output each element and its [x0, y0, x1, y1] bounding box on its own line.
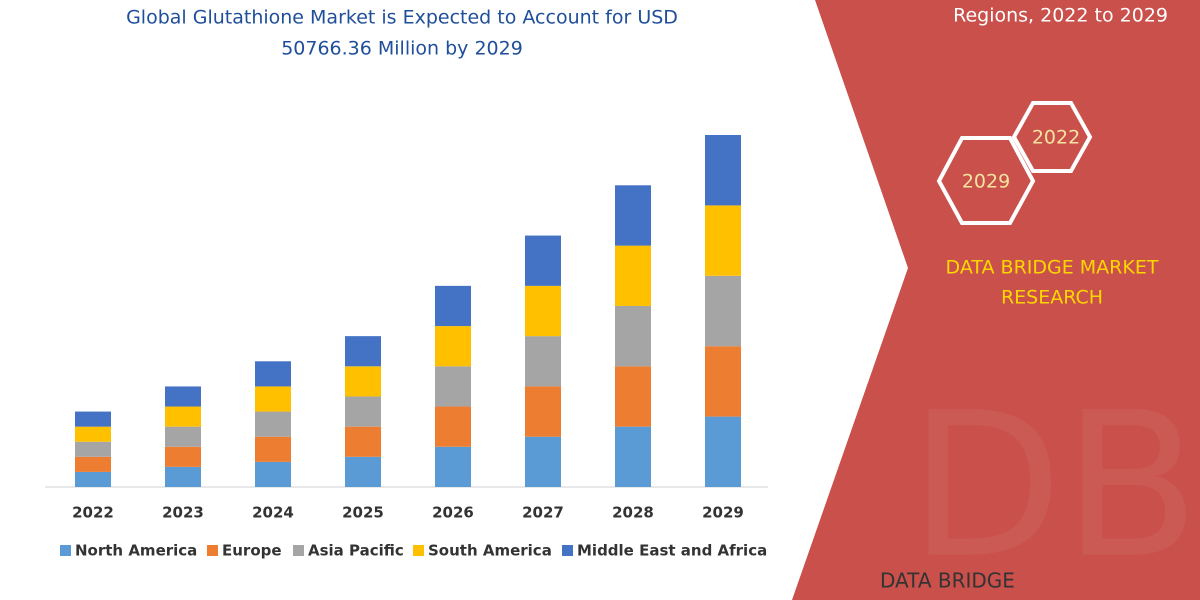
- bar-segment: [615, 185, 651, 246]
- chart-subtitle: 50766.36 Million by 2029: [281, 38, 523, 60]
- brand: RESEARCH: [1001, 287, 1103, 309]
- x-tick-label: 2025: [342, 504, 384, 522]
- legend-swatch: [60, 545, 71, 556]
- x-tick-label: 2026: [432, 504, 474, 522]
- bar-segment: [435, 285, 471, 327]
- chart-title: Global Glutathione Market is Expected to…: [126, 7, 678, 29]
- x-tick-label: 2027: [522, 504, 564, 522]
- bar-segment: [435, 446, 471, 487]
- bar-segment: [345, 336, 381, 367]
- bar-segment: [705, 205, 741, 276]
- bar-segment: [255, 386, 291, 412]
- bar-segment: [615, 305, 651, 367]
- side-panel: [792, 0, 1200, 600]
- bar-segment: [525, 285, 561, 337]
- x-tick-label: 2022: [72, 504, 114, 522]
- bar-segment: [345, 426, 381, 457]
- legend-swatch: [413, 545, 424, 556]
- bar-segment: [525, 336, 561, 387]
- x-tick-label: 2028: [612, 504, 654, 522]
- x-tick-label: 2023: [162, 504, 204, 522]
- bar-segment: [705, 416, 741, 487]
- x-tick-label: 2024: [252, 504, 294, 522]
- x-tick-label: 2029: [702, 504, 744, 522]
- bar-segment: [255, 411, 291, 437]
- hexagon: [1011, 101, 1093, 173]
- legend-label: Middle East and Africa: [577, 542, 767, 560]
- legend-label: Europe: [222, 542, 282, 560]
- bar-segment: [435, 366, 471, 407]
- legend-label: South America: [428, 542, 552, 560]
- bar-segment: [705, 275, 741, 347]
- legend-swatch: [562, 545, 573, 556]
- bar-segment: [165, 426, 201, 447]
- bar-segment: [525, 436, 561, 487]
- bar-segment: [615, 426, 651, 487]
- bar-segment: [165, 386, 201, 407]
- bar-segment: [435, 406, 471, 447]
- legend-swatch: [293, 545, 304, 556]
- bar-segment: [705, 346, 741, 417]
- bar-segment: [75, 426, 111, 442]
- panel-heading: Regions, 2022 to 2029: [953, 5, 1168, 27]
- bar-segment: [75, 456, 111, 472]
- hex-label: 2022: [1032, 127, 1080, 149]
- bar-segment: [705, 135, 741, 206]
- legend-label: Asia Pacific: [308, 542, 404, 560]
- bar-segment: [345, 396, 381, 427]
- bar-segment: [345, 366, 381, 397]
- bar-segment: [165, 406, 201, 427]
- legend-label: North America: [75, 542, 197, 560]
- bar-segment: [345, 456, 381, 487]
- bar-segment: [255, 461, 291, 487]
- bar-segment: [615, 245, 651, 306]
- brand: DATA BRIDGE MARKET: [946, 257, 1159, 279]
- bar-segment: [435, 326, 471, 367]
- hexagon: [936, 136, 1036, 225]
- bar-segment: [525, 235, 561, 286]
- bar-segment: [255, 361, 291, 387]
- hex-label: 2029: [962, 171, 1010, 193]
- watermark: DB: [909, 370, 1200, 600]
- bar-segment: [75, 411, 111, 427]
- bar-segment: [165, 446, 201, 467]
- bar-segment: [75, 471, 111, 487]
- bar-segment: [255, 436, 291, 462]
- bar-segment: [165, 466, 201, 487]
- bar-segment: [525, 386, 561, 437]
- legend-swatch: [207, 545, 218, 556]
- bar-segment: [75, 441, 111, 457]
- bar-segment: [615, 366, 651, 427]
- logo: DATA BRIDGE: [880, 569, 1015, 593]
